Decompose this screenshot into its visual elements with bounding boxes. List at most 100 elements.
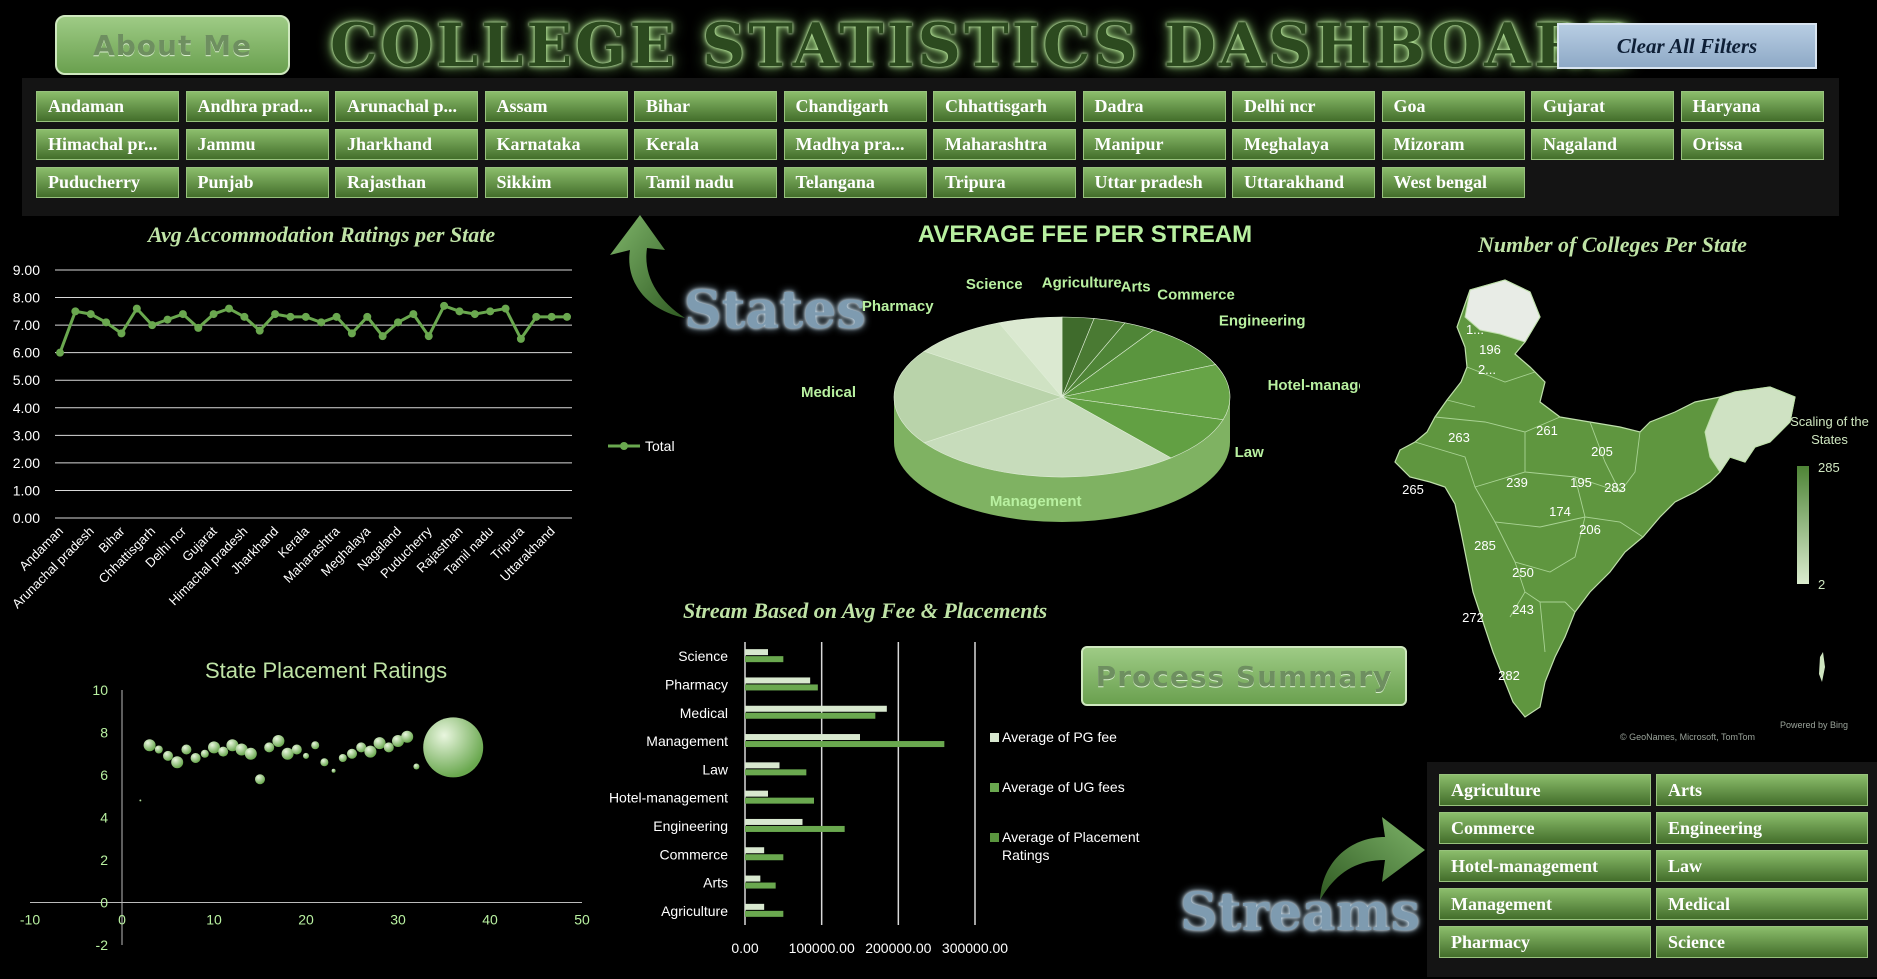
y-tick-label: 1.00	[13, 482, 40, 498]
pie-label: Science	[966, 276, 1023, 293]
fee-bar	[745, 797, 814, 804]
map-legend-min: 2	[1818, 577, 1826, 592]
stream-tile[interactable]: Law	[1656, 850, 1868, 882]
state-tile[interactable]: Jharkhand	[335, 129, 478, 160]
pie-label: Engineering	[1219, 313, 1306, 330]
state-tile[interactable]: Manipur	[1082, 129, 1226, 160]
state-tile[interactable]: Tamil nadu	[634, 167, 777, 198]
pie-slice	[1061, 364, 1231, 421]
about-me-button[interactable]: About Me	[55, 15, 290, 75]
state-tile[interactable]: Assam	[484, 91, 628, 122]
state-tile[interactable]: Bihar	[634, 91, 777, 122]
curved-arrow-icon	[610, 215, 685, 318]
map-value-label: 285	[1474, 538, 1496, 553]
line-point	[516, 334, 525, 343]
state-tile[interactable]: Delhi ncr	[1232, 91, 1375, 122]
state-tile[interactable]: Uttarakhand	[1232, 167, 1375, 198]
stream-tile[interactable]: Hotel-management	[1439, 850, 1651, 882]
stream-tile[interactable]: Management	[1439, 888, 1651, 920]
state-tile[interactable]: Karnataka	[484, 129, 628, 160]
stream-tile[interactable]: Engineering	[1656, 812, 1868, 844]
line-point	[301, 312, 310, 321]
pie-slice	[1061, 396, 1224, 459]
state-tile[interactable]: Meghalaya	[1232, 129, 1375, 160]
y-tick-label: 2.00	[13, 455, 40, 471]
state-tile[interactable]: Chandigarh	[783, 91, 927, 122]
line-point	[71, 307, 80, 316]
line-point	[394, 318, 402, 327]
state-tile[interactable]: Puducherry	[36, 167, 179, 198]
state-slicer: Andaman Andhra prad... Arunachal p... Assam…	[22, 78, 1839, 216]
state-tile[interactable]: Sikkim	[484, 167, 628, 198]
stream-tile[interactable]: Medical	[1656, 888, 1868, 920]
scatter-bubble	[154, 745, 163, 754]
state-tile[interactable]: Punjab	[185, 167, 329, 198]
x-tick-label: 0	[118, 912, 126, 928]
map-value-label: 205	[1591, 444, 1613, 459]
line-point	[363, 312, 372, 321]
scatter-bubble	[401, 730, 414, 743]
state-tile[interactable]: Uttar pradesh	[1082, 167, 1226, 198]
stream-tile[interactable]: Commerce	[1439, 812, 1651, 844]
scatter-bubble	[356, 742, 367, 753]
scatter-bubble	[413, 763, 420, 770]
state-tile[interactable]: Goa	[1381, 91, 1525, 122]
state-tile[interactable]: Kerala	[634, 129, 777, 160]
fee-bar	[745, 677, 811, 684]
map-value-label: 283	[1604, 480, 1626, 495]
fee-bar	[745, 818, 803, 825]
scatter-bubble	[281, 747, 294, 760]
state-tile[interactable]: Madhya pra...	[783, 129, 927, 160]
pie-title: AVERAGE FEE PER STREAM	[918, 222, 1252, 248]
x-tick-label: 200000.00	[865, 940, 931, 956]
state-tile[interactable]: Dadra	[1082, 91, 1226, 122]
scatter-bubble	[364, 745, 377, 758]
line-point	[56, 348, 64, 357]
state-tile[interactable]: West bengal	[1381, 167, 1525, 198]
stream-tile[interactable]: Pharmacy	[1439, 926, 1651, 958]
state-tile[interactable]: Andaman	[36, 91, 179, 122]
line-point	[163, 315, 172, 324]
stream-tile[interactable]: Arts	[1656, 774, 1868, 806]
state-tile[interactable]: Haryana	[1680, 91, 1824, 122]
map-value-label: 196	[1479, 342, 1501, 357]
fee-bar	[745, 712, 876, 719]
state-tile[interactable]: Orissa	[1680, 129, 1824, 160]
state-tile[interactable]: Maharashtra	[933, 129, 1076, 160]
fee-bar	[745, 656, 784, 663]
process-summary-button[interactable]: Process Summary	[1081, 646, 1407, 706]
map-value-label: 206	[1579, 522, 1601, 537]
x-tick-label: 10	[206, 912, 222, 928]
pie-label: Arts	[1121, 279, 1151, 296]
state-tile[interactable]: Chhattisgarh	[933, 91, 1076, 122]
x-tick-label: 0.00	[731, 940, 758, 956]
line-point	[440, 301, 449, 310]
y-tick-label: 4	[100, 810, 108, 826]
state-tile[interactable]: Telangana	[783, 167, 927, 198]
state-tile[interactable]: Jammu	[185, 129, 329, 160]
state-tile[interactable]: Arunachal p...	[335, 91, 478, 122]
state-tile[interactable]: Andhra prad...	[185, 91, 329, 122]
stream-tile[interactable]: Science	[1656, 926, 1868, 958]
stream-tile[interactable]: Agriculture	[1439, 774, 1651, 806]
fee-bar	[745, 875, 761, 882]
dashboard-title: COLLEGE STATISTICS DASHBOARD	[330, 11, 1642, 81]
state-tile[interactable]: Nagaland	[1531, 129, 1674, 160]
scatter-bubble	[311, 741, 320, 750]
clear-filters-button[interactable]: Clear All Filters	[1557, 23, 1817, 69]
state-tile[interactable]: Himachal pr...	[36, 129, 179, 160]
state-tile[interactable]: Mizoram	[1381, 129, 1525, 160]
legend-label: Average of Placement Ratings	[1002, 829, 1140, 863]
line-point	[178, 310, 187, 319]
category-label: Pharmacy	[665, 676, 728, 692]
state-tile[interactable]: Gujarat	[1531, 91, 1674, 122]
state-tile[interactable]: Tripura	[933, 167, 1076, 198]
line-point	[378, 332, 387, 341]
map-value-label: 174	[1549, 504, 1571, 519]
line-point	[424, 332, 433, 341]
scatter-bubble	[143, 739, 156, 752]
legend-label: Average of PG fee	[1002, 729, 1117, 745]
line-point	[271, 310, 280, 319]
state-tile[interactable]: Rajasthan	[335, 167, 478, 198]
fee-bar	[745, 882, 776, 889]
